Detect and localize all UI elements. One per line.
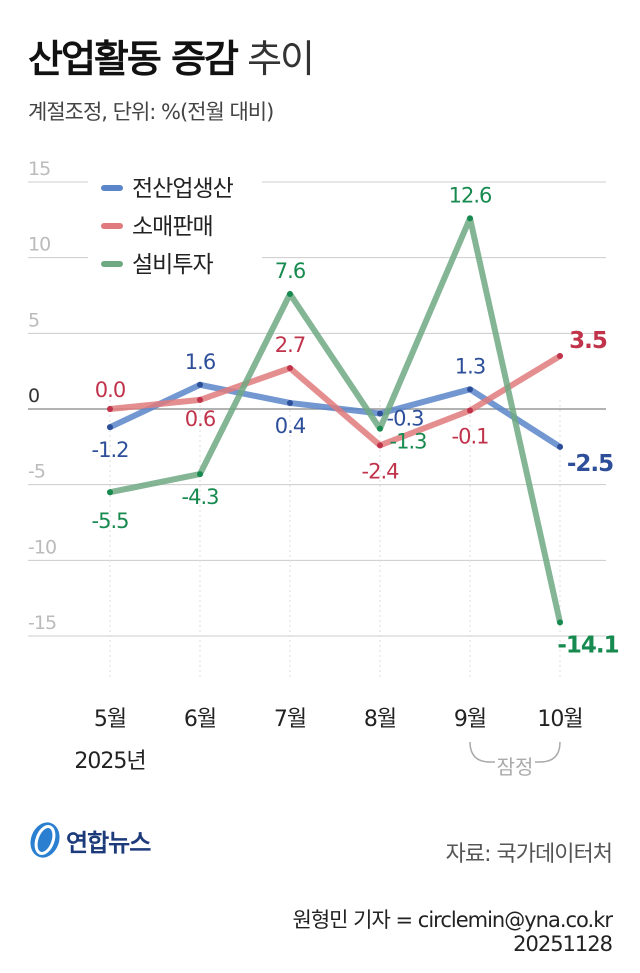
legend-label: 소매판매 <box>132 214 213 240</box>
provisional-label: 잠정 <box>497 755 534 779</box>
y-tick-label: -5 <box>28 461 45 483</box>
line-chart: 15 10 5 0 -5 -10 -15 5월 6월 7월 8월 9월 10월 2025년 잠정 -1.2 1.… <box>28 158 620 779</box>
data-label: 2.7 <box>275 333 305 357</box>
data-label: -0.3 <box>387 407 424 431</box>
y-tick-label: -10 <box>28 536 56 558</box>
series-line-설비투자 <box>107 215 563 626</box>
data-point <box>377 425 383 432</box>
data-label: -2.4 <box>362 459 400 483</box>
y-tick-label: 15 <box>28 158 50 180</box>
data-label: -1.2 <box>92 438 129 462</box>
data-label: -5.5 <box>92 509 129 533</box>
data-label: 1.3 <box>455 354 485 378</box>
data-point <box>197 381 203 388</box>
page-title: 산업활동 증감 추이 <box>28 28 315 83</box>
subtitle: 계절조정, 단위: %(전월 대비) <box>28 100 274 124</box>
source: 자료: 국가데이터처 <box>445 842 613 867</box>
data-point <box>557 353 563 360</box>
x-tick-label: 10월 <box>537 707 582 732</box>
legend-label: 전산업생산 <box>132 176 234 202</box>
data-point <box>557 619 563 626</box>
logo-text: 연합뉴스 <box>66 828 151 857</box>
x-tick-label: 6월 <box>184 707 216 732</box>
data-point <box>107 406 113 412</box>
data-label: -14.1 <box>557 632 618 658</box>
data-label: -4.3 <box>182 485 219 509</box>
data-label: -0.1 <box>452 425 489 449</box>
x-tick-label: 8월 <box>364 707 396 732</box>
y-tick-label: 5 <box>28 309 39 331</box>
data-point <box>287 290 293 297</box>
data-point <box>377 410 383 417</box>
data-label: 0.4 <box>275 414 306 438</box>
data-label: -1.3 <box>390 430 427 454</box>
data-label: 3.5 <box>569 328 607 354</box>
data-label: 0.0 <box>95 378 125 402</box>
y-tick-label: 10 <box>28 234 50 256</box>
legend-label: 설비투자 <box>132 252 213 278</box>
publish-date: 20251128 <box>513 932 613 956</box>
y-tick-label: 0 <box>28 385 39 407</box>
data-label: 12.6 <box>449 183 492 207</box>
data-point <box>377 442 383 449</box>
reporter-credit: 원형민 기자 = circlemin@yna.co.kr <box>292 908 613 932</box>
data-point <box>197 396 203 403</box>
credit: 원형민 기자 = circlemin@yna.co.kr 20251128 <box>292 908 613 956</box>
data-point <box>287 365 293 372</box>
yonhap-logo: 연합뉴스 <box>28 820 151 860</box>
title-light: 추이 <box>247 37 315 81</box>
x-tick-label: 5월 <box>94 707 126 732</box>
data-point <box>557 443 563 450</box>
data-label: 7.6 <box>275 259 306 283</box>
x-tick-label: 7월 <box>274 707 306 732</box>
data-point <box>287 399 293 406</box>
data-label: 0.6 <box>185 407 216 431</box>
data-point <box>467 215 473 222</box>
x-tick-label: 9월 <box>454 707 486 732</box>
data-label: -2.5 <box>567 451 613 477</box>
provisional-bracket <box>469 741 561 763</box>
data-point <box>197 471 203 478</box>
series-line-소매판매 <box>107 353 563 449</box>
data-point <box>107 489 113 496</box>
data-point <box>467 407 473 414</box>
data-point <box>467 386 473 393</box>
data-label: 1.6 <box>185 350 216 374</box>
y-tick-label: -15 <box>28 612 56 634</box>
data-point <box>107 424 113 431</box>
yonhap-logo-icon <box>30 822 60 858</box>
year-label: 2025년 <box>74 749 145 774</box>
title-bold: 산업활동 증감 <box>28 37 239 81</box>
